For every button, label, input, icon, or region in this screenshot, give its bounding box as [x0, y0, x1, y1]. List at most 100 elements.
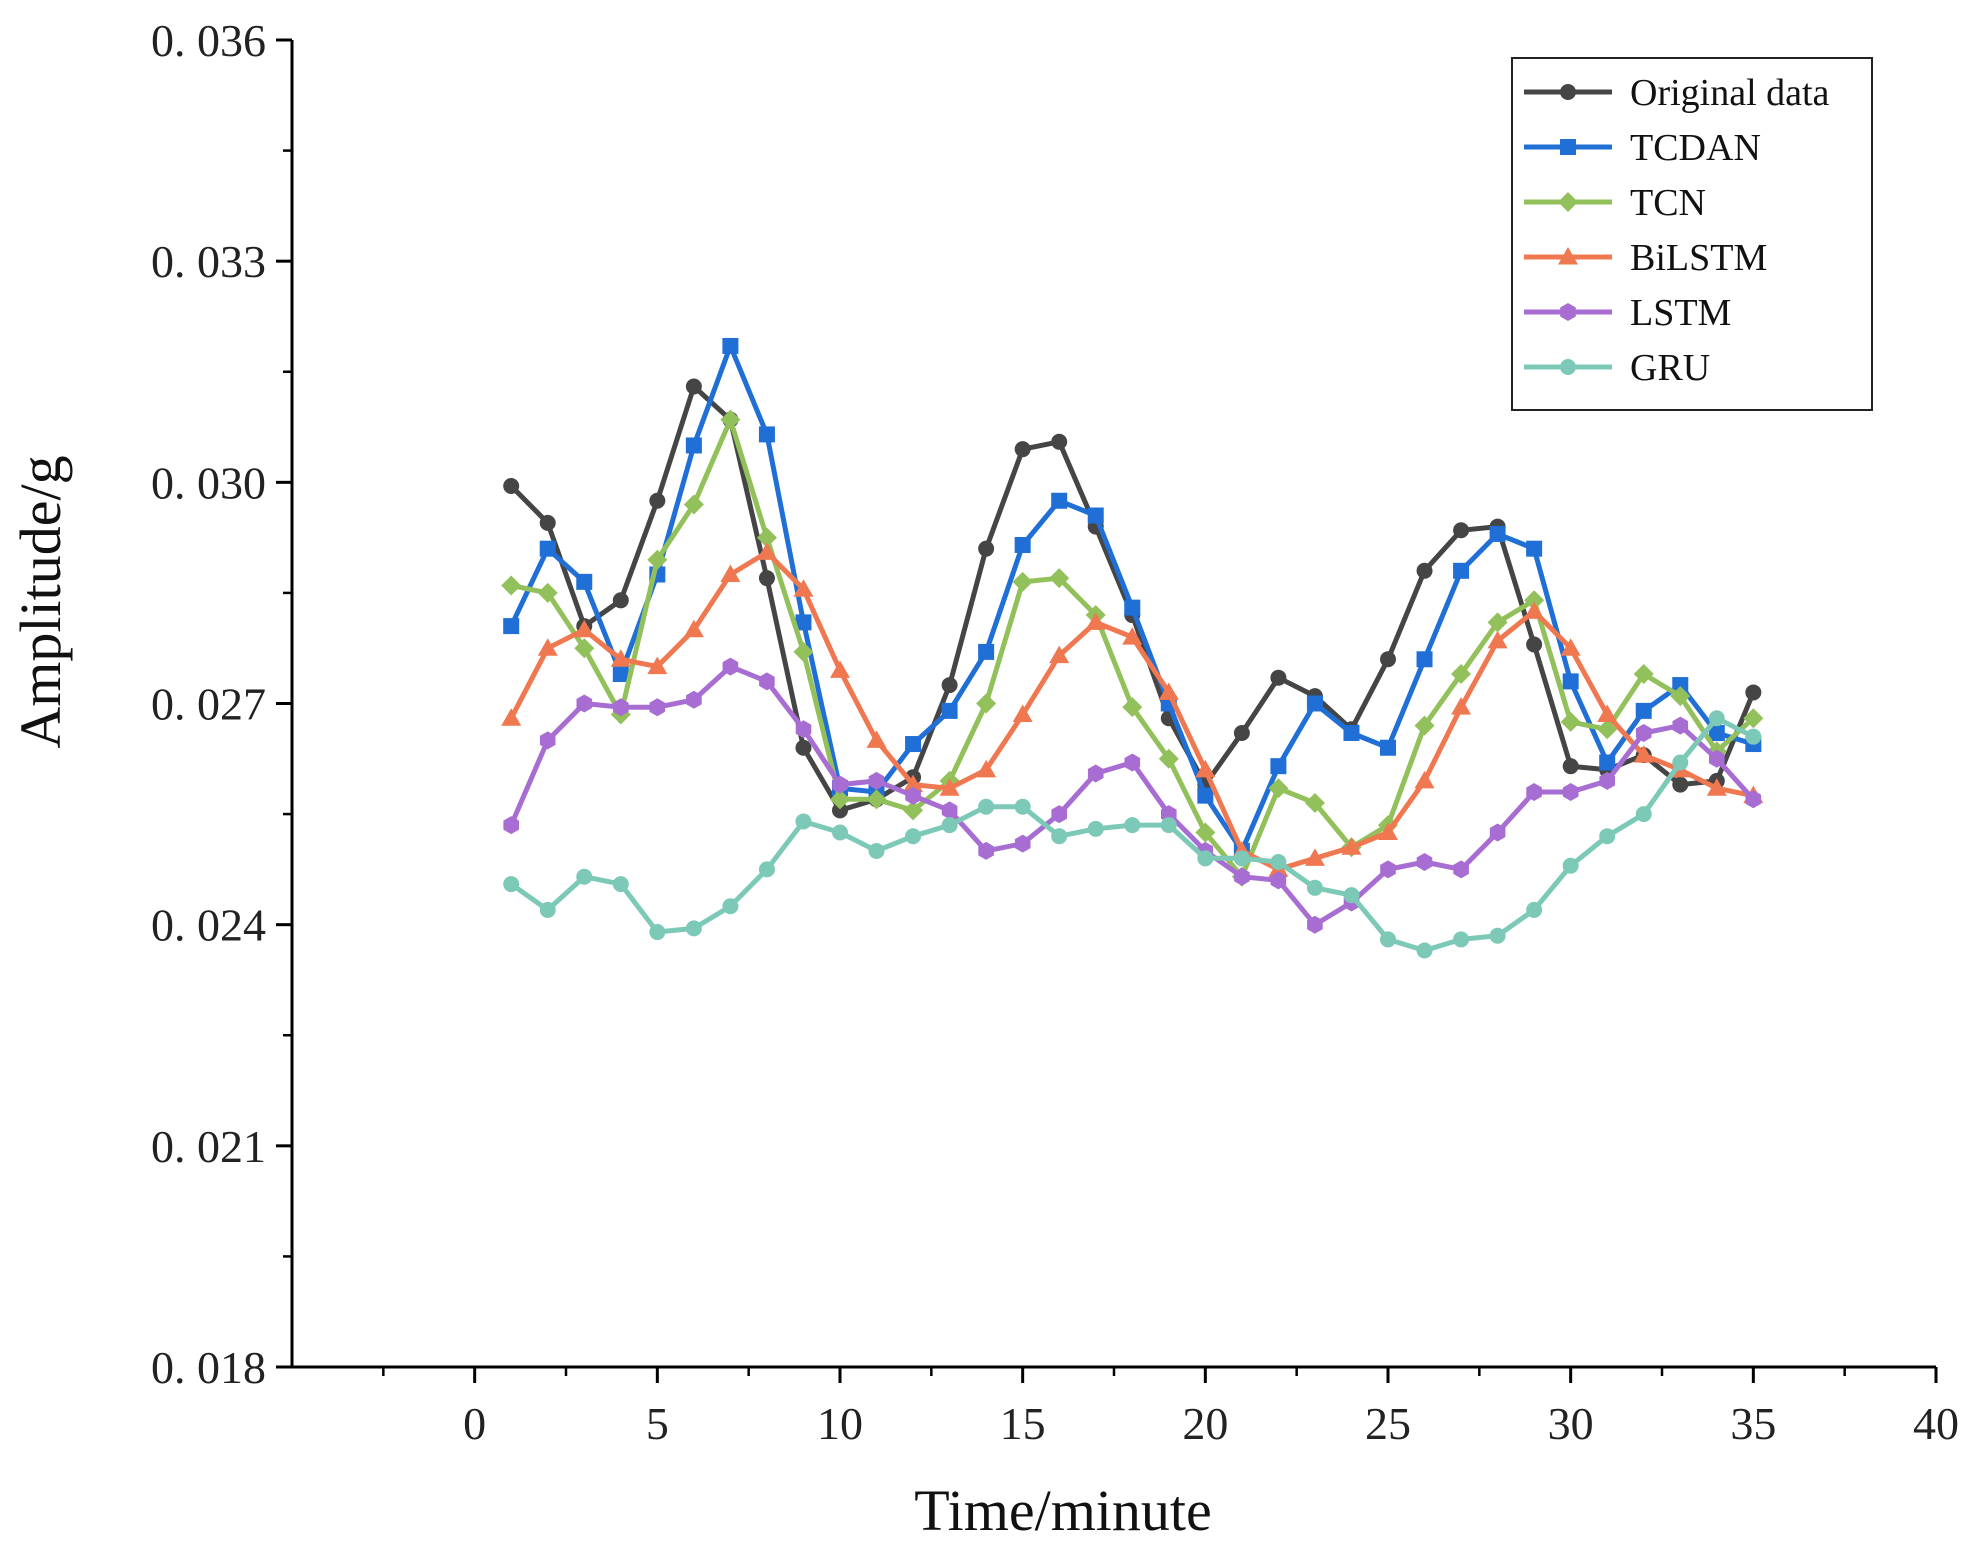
legend-item: Original data: [1524, 72, 1830, 114]
data-point: [1709, 749, 1725, 768]
data-point: [539, 540, 556, 557]
data-point: [1597, 719, 1618, 740]
y-tick-label: 0. 027: [151, 679, 266, 730]
data-point: [503, 618, 520, 635]
data-point: [1051, 492, 1068, 509]
series-tcdan: [503, 337, 1762, 859]
data-point: [1270, 854, 1287, 871]
data-point: [1743, 708, 1764, 729]
data-point: [1270, 758, 1287, 775]
legend-item: TCDAN: [1524, 127, 1761, 169]
data-point: [1270, 669, 1287, 686]
data-point: [1341, 837, 1362, 855]
data-point: [1343, 724, 1360, 741]
data-point: [903, 774, 924, 793]
data-point: [1745, 790, 1762, 809]
data-point: [941, 817, 958, 834]
data-point: [1453, 562, 1470, 579]
data-point: [539, 514, 556, 531]
data-point: [1195, 759, 1216, 778]
data-point: [1562, 673, 1579, 690]
data-point: [576, 868, 593, 885]
legend-marker: [1560, 84, 1576, 100]
data-point: [720, 409, 741, 430]
data-point: [1562, 857, 1579, 874]
series-layer: [501, 337, 1764, 959]
data-point: [1708, 724, 1725, 741]
data-point: [905, 828, 922, 845]
data-point: [1745, 728, 1762, 745]
data-point: [905, 786, 921, 805]
data-point: [1672, 716, 1689, 735]
data-point: [647, 656, 668, 675]
data-point: [1635, 806, 1652, 823]
data-point: [830, 789, 850, 810]
data-point: [649, 698, 666, 717]
data-point: [1051, 805, 1067, 824]
series-tcn: [501, 409, 1764, 887]
y-tick-label: 0. 033: [151, 236, 266, 287]
y-tick-label: 0. 030: [151, 457, 266, 508]
data-point: [503, 816, 519, 835]
data-point: [1562, 783, 1579, 801]
data-point: [1051, 433, 1068, 450]
data-point: [1304, 848, 1325, 866]
data-point: [978, 643, 995, 660]
data-point: [1745, 684, 1762, 701]
data-point: [1635, 724, 1652, 742]
data-point: [795, 614, 812, 631]
data-point: [1635, 702, 1652, 719]
data-point: [1526, 540, 1543, 557]
x-tick-label: 5: [646, 1398, 669, 1449]
legend-label: LSTM: [1630, 292, 1731, 334]
data-point: [1233, 850, 1250, 867]
data-point: [1599, 771, 1615, 790]
data-point: [649, 924, 666, 941]
y-tick-label: 0. 036: [151, 15, 266, 66]
data-point: [1489, 927, 1506, 944]
data-point: [1560, 638, 1581, 656]
legend-label: TCN: [1630, 182, 1706, 224]
data-point: [1343, 887, 1360, 904]
legend-label: BiLSTM: [1630, 237, 1767, 279]
data-point: [1487, 630, 1508, 649]
data-point: [756, 542, 777, 560]
data-point: [976, 759, 997, 778]
data-point: [574, 619, 595, 638]
y-axis-label: Amplitude/g: [8, 455, 73, 748]
data-point: [941, 801, 958, 820]
y-tick-label: 0. 024: [151, 900, 266, 951]
data-point: [576, 573, 593, 590]
data-point: [1306, 695, 1323, 712]
axes: 0. 018 0. 021 0. 024 0. 027 0. 030 0. 033 0. 0…: [151, 15, 1959, 1449]
x-axis-label: Time/minute: [914, 1478, 1212, 1543]
data-point: [1414, 770, 1435, 789]
y-tick-label: 0. 018: [151, 1342, 266, 1393]
data-point: [1453, 931, 1470, 948]
data-point: [1378, 822, 1398, 841]
data-point: [503, 876, 520, 893]
legend-marker: [1558, 192, 1578, 212]
data-point: [793, 641, 814, 662]
data-point: [1304, 793, 1325, 814]
data-point: [795, 739, 812, 756]
legend-item: TCN: [1524, 182, 1706, 224]
data-point: [1416, 853, 1433, 871]
data-point: [795, 720, 812, 739]
data-point: [685, 920, 702, 937]
legend-label: GRU: [1630, 347, 1710, 389]
data-point: [1049, 568, 1070, 589]
data-point: [1599, 828, 1616, 845]
data-point: [830, 660, 850, 678]
data-point: [610, 649, 631, 667]
data-point: [1087, 507, 1104, 524]
data-point: [1014, 536, 1031, 553]
data-point: [1158, 748, 1179, 769]
data-point: [1708, 710, 1725, 727]
data-point: [1307, 915, 1323, 934]
legend: Original data TCDAN TCN BiLSTM LSTM GRU: [1511, 57, 1873, 411]
data-point: [1487, 612, 1508, 633]
data-point: [1197, 787, 1214, 804]
data-point: [574, 638, 595, 659]
x-tick-label: 30: [1548, 1398, 1594, 1449]
